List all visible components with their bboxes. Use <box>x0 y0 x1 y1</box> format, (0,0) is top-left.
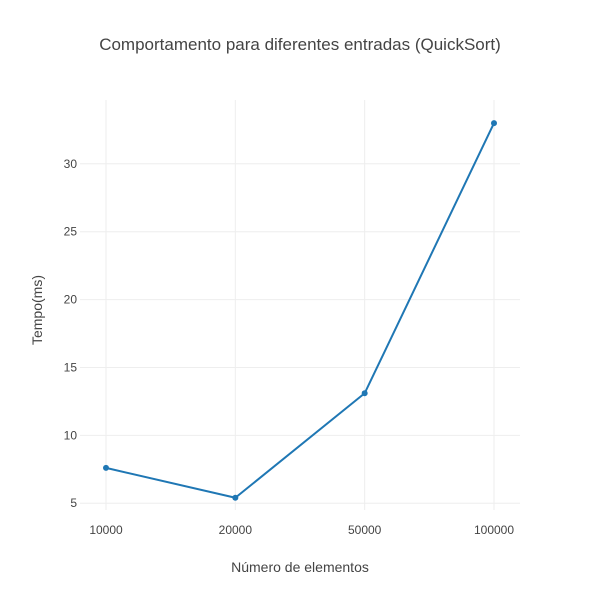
x-tick-label: 50000 <box>348 523 382 537</box>
y-tick-label: 10 <box>64 428 78 442</box>
x-gridlines <box>105 100 495 510</box>
data-point <box>491 120 497 127</box>
y-tick-label: 5 <box>70 496 77 510</box>
y-tick-label: 30 <box>64 157 78 171</box>
series-line <box>105 122 495 499</box>
y-gridlines <box>80 163 520 504</box>
chart-title: Comportamento para diferentes entradas (… <box>99 35 501 54</box>
data-point <box>232 494 239 501</box>
x-tick-label: 20000 <box>219 523 253 537</box>
data-point <box>103 464 109 471</box>
y-tick-label: 20 <box>64 293 78 307</box>
y-tick-labels: 5 10 15 20 25 30 <box>64 157 78 510</box>
y-tick-label: 25 <box>64 225 78 239</box>
y-tick-label: 15 <box>64 360 78 374</box>
x-axis-title: Número de elementos <box>231 559 369 575</box>
x-tick-labels: 10000 20000 50000 100000 <box>89 523 514 537</box>
x-tick-label: 100000 <box>474 523 514 537</box>
data-point <box>361 390 368 397</box>
y-axis-title: Tempo(ms) <box>29 275 45 345</box>
series-layer <box>103 120 497 501</box>
x-tick-label: 10000 <box>89 523 123 537</box>
